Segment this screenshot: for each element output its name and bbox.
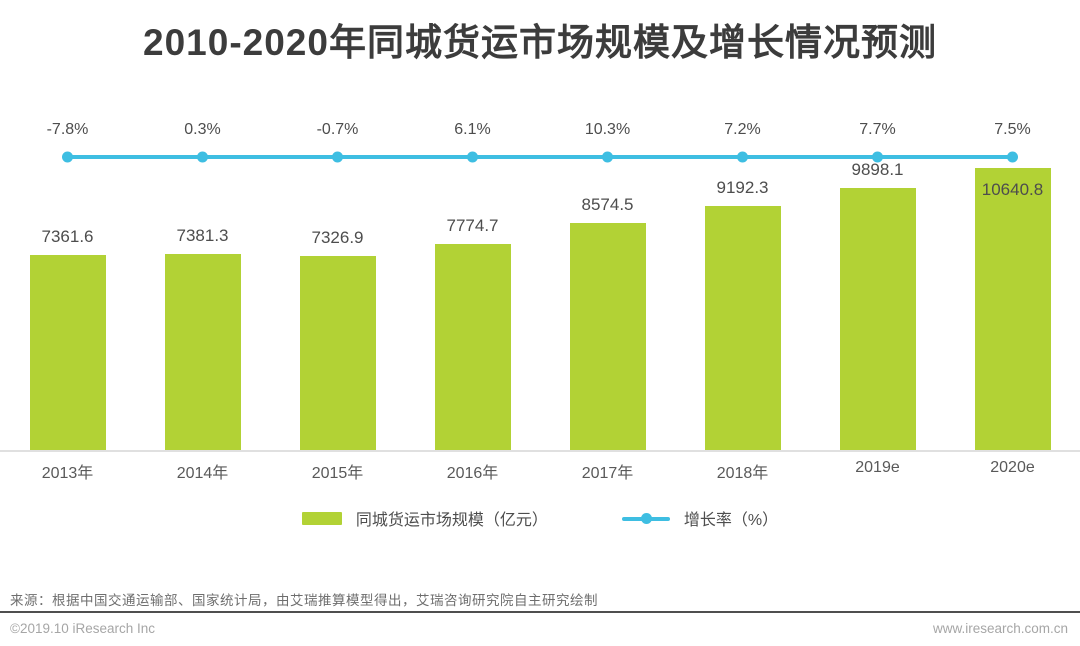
line-point-2017年 (602, 151, 613, 163)
bar-value-label: 10640.8 (981, 180, 1044, 199)
legend: 同城货运市场规模（亿元） 增长率（%） (0, 506, 1080, 530)
bar-value-label: 7381.3 (176, 226, 229, 245)
bar-value-label: 9192.3 (716, 178, 769, 197)
line-series-swatch (621, 512, 670, 525)
copyright-text: ©2019.10 iResearch Inc (10, 621, 156, 636)
growth-rate-label: 7.7% (859, 121, 896, 138)
growth-rate-label: -0.7% (316, 121, 359, 138)
x-axis-label: 2014年 (176, 465, 229, 482)
bar-2014年 (164, 254, 241, 450)
bar-value-label: 7774.7 (446, 216, 499, 235)
x-axis-label: 2018年 (716, 465, 769, 482)
bar-2018年 (704, 206, 781, 450)
x-axis-label: 2020e (990, 459, 1035, 476)
bar-value-label: 7326.9 (311, 228, 364, 247)
bar-value-label: 9898.1 (851, 160, 904, 179)
line-swatch-dot-icon (640, 512, 652, 524)
bar-2019e (839, 188, 916, 450)
line-point-2013年 (62, 151, 73, 163)
line-point-2016年 (467, 151, 478, 163)
growth-rate-label: 0.3% (184, 121, 221, 138)
line-point-2020e (1007, 151, 1018, 163)
bar-2015年 (299, 256, 376, 450)
x-axis-label: 2015年 (311, 465, 364, 482)
growth-rate-label: 6.1% (454, 121, 491, 138)
x-axis-line (0, 450, 1080, 452)
footer-divider (0, 611, 1080, 613)
bar-2020e (974, 168, 1051, 450)
x-axis-label: 2016年 (446, 465, 499, 482)
bar-series-label: 同城货运市场规模（亿元） (355, 512, 548, 529)
x-axis-label: 2013年 (41, 465, 94, 482)
bar-value-label: 8574.5 (581, 195, 634, 214)
source-note: 来源：根据中国交通运输部、国家统计局，由艾瑞推算模型得出，艾瑞咨询研究院自主研究… (10, 593, 598, 608)
bar-value-label: 7361.6 (41, 227, 94, 246)
bar-2017年 (569, 223, 646, 450)
growth-rate-label: 7.2% (724, 121, 761, 138)
line-series-label: 增长率（%） (683, 512, 779, 529)
bar-2013年 (29, 255, 106, 450)
footer: ©2019.10 iResearch Inc www.iresearch.com… (10, 621, 1068, 636)
bar-2016年 (434, 244, 511, 450)
line-point-2018年 (737, 151, 748, 163)
bar-series-swatch (301, 511, 342, 525)
x-axis-label: 2019e (855, 459, 900, 476)
growth-rate-label: 10.3% (584, 121, 631, 138)
line-point-2014年 (197, 151, 208, 163)
growth-rate-label: -7.8% (46, 121, 89, 138)
growth-rate-label: 7.5% (994, 121, 1031, 138)
website-url: www.iresearch.com.cn (932, 621, 1068, 636)
line-point-2015年 (332, 151, 343, 163)
x-axis-label: 2017年 (581, 465, 634, 482)
chart-title: 2010-2020年同城货运市场规模及增长情况预测 (143, 22, 937, 63)
